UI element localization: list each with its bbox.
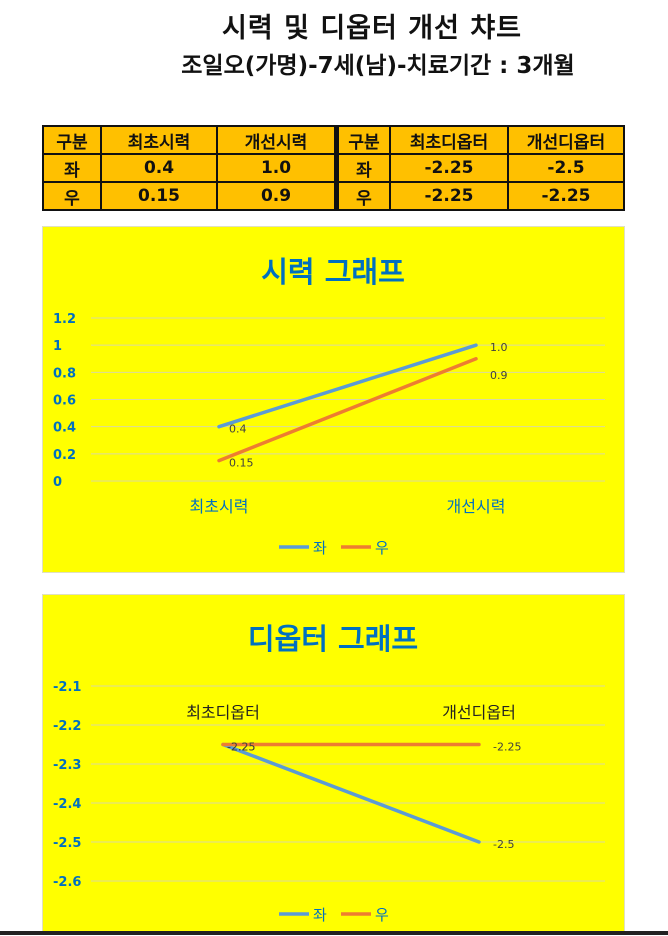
table-cell: 개선디옵터 bbox=[507, 125, 625, 155]
y-tick-label: 0.6 bbox=[53, 394, 76, 409]
table-cell: -2.25 bbox=[389, 153, 509, 183]
chart-title: 시력 그래프 bbox=[261, 255, 405, 289]
table-cell: 최초디옵터 bbox=[389, 125, 509, 155]
y-tick-label: -2.4 bbox=[53, 797, 81, 812]
table-cell: 0.4 bbox=[100, 153, 218, 183]
page-title: 시력 및 디옵터 개선 챠트 bbox=[222, 13, 522, 44]
y-tick-label: 0.8 bbox=[53, 366, 76, 381]
table-cell: 0.15 bbox=[100, 181, 218, 211]
y-tick-label: -2.1 bbox=[53, 680, 81, 695]
diopter-chart: 디옵터 그래프 -2.1 -2.2 -2.3 -2.4 -2.5 -2.6 최초디옵터 개선디옵… bbox=[42, 594, 625, 933]
x-tick-label: 최초시력 bbox=[190, 497, 249, 516]
y-tick-label: 0.2 bbox=[53, 448, 76, 463]
data-label: -2.25 bbox=[493, 741, 521, 754]
legend-label: 우 bbox=[375, 539, 389, 557]
data-label: -2.25 bbox=[227, 741, 255, 754]
y-tick-label: -2.5 bbox=[53, 836, 81, 851]
table-cell: 우 bbox=[42, 181, 102, 211]
y-tick-label: -2.2 bbox=[53, 719, 81, 734]
y-tick-label: -2.6 bbox=[53, 875, 81, 890]
data-label: -2.5 bbox=[493, 838, 514, 851]
table-cell: -2.25 bbox=[389, 181, 509, 211]
data-label: 0.15 bbox=[229, 457, 254, 470]
table-cell: 구분 bbox=[42, 125, 102, 155]
data-label: 0.9 bbox=[490, 369, 508, 382]
page-subtitle: 조일오(가명)-7세(남)-치료기간 : 3개월 bbox=[181, 53, 575, 79]
y-tick-label: 0.4 bbox=[53, 421, 76, 436]
series-line-좌 bbox=[221, 742, 481, 844]
y-tick-label: 0 bbox=[53, 475, 62, 490]
table-cell: 0.9 bbox=[216, 181, 338, 211]
y-tick-label: 1 bbox=[53, 339, 62, 354]
table-row: 좌 0.4 1.0 좌 -2.25 -2.5 bbox=[42, 153, 625, 183]
data-label: 0.4 bbox=[229, 423, 247, 436]
x-tick-label: 최초디옵터 bbox=[186, 703, 260, 722]
legend-label: 우 bbox=[375, 906, 389, 924]
vision-chart: 시력 그래프 1.2 1 0.8 0.6 0.4 0.2 0 최초시력 개선시력 0.4 1.0 0.1… bbox=[42, 226, 625, 573]
table-cell: -2.25 bbox=[507, 181, 625, 211]
table-cell: 좌 bbox=[334, 153, 391, 183]
chart-title: 디옵터 그래프 bbox=[248, 622, 418, 656]
x-tick-label: 개선시력 bbox=[447, 497, 506, 516]
data-label: 1.0 bbox=[490, 341, 508, 354]
y-tick-label: -2.3 bbox=[53, 758, 81, 773]
table-header-row: 구분 최초시력 개선시력 구분 최초디옵터 개선디옵터 bbox=[42, 125, 625, 155]
table-cell: 1.0 bbox=[216, 153, 338, 183]
legend-label: 좌 bbox=[313, 539, 327, 557]
table-cell: 우 bbox=[334, 181, 391, 211]
x-tick-label: 개선디옵터 bbox=[442, 703, 516, 722]
table-cell: 최초시력 bbox=[100, 125, 218, 155]
table-cell: 좌 bbox=[42, 153, 102, 183]
bottom-border bbox=[0, 931, 668, 935]
table-cell: 개선시력 bbox=[216, 125, 338, 155]
stats-table: 구분 최초시력 개선시력 구분 최초디옵터 개선디옵터 좌 0.4 1.0 좌 … bbox=[42, 125, 625, 211]
series-line-좌 bbox=[217, 343, 478, 429]
table-cell: -2.5 bbox=[507, 153, 625, 183]
diopter-chart-svg: 디옵터 그래프 -2.1 -2.2 -2.3 -2.4 -2.5 -2.6 최초디옵터 개선디옵… bbox=[53, 622, 605, 924]
table-cell: 구분 bbox=[334, 125, 391, 155]
vision-chart-svg: 시력 그래프 1.2 1 0.8 0.6 0.4 0.2 0 최초시력 개선시력 0.4 1.0 0.1… bbox=[53, 255, 605, 557]
series-line-우 bbox=[217, 357, 478, 463]
y-tick-label: 1.2 bbox=[53, 312, 76, 327]
legend-label: 좌 bbox=[313, 906, 327, 924]
table-row: 우 0.15 0.9 우 -2.25 -2.25 bbox=[42, 181, 625, 211]
